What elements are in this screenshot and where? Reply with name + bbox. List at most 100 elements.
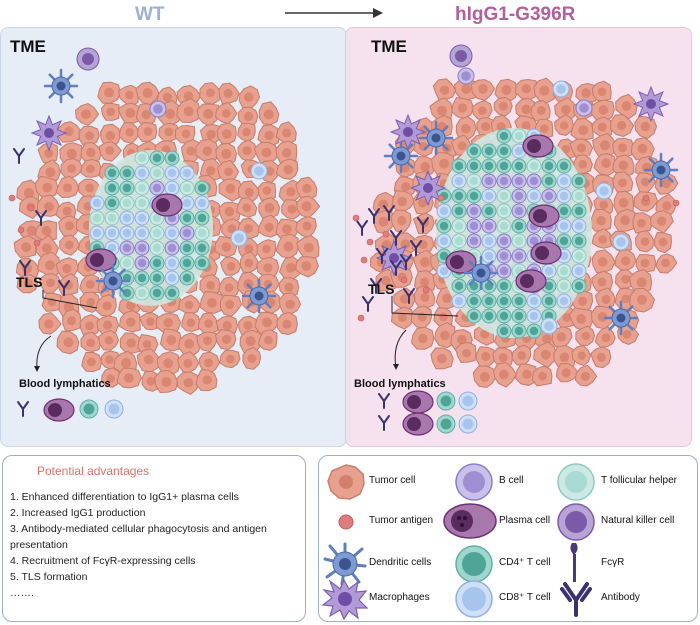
cd8-t-cell [230,229,248,247]
b-cell [119,240,135,256]
nk-cell [76,47,100,71]
t-follicular-helper [194,225,210,241]
tumor-cell [242,346,262,370]
tumor-cell [13,235,37,258]
tumor-cell [634,115,658,139]
b-cell [511,173,527,189]
tumor-cell [156,351,181,376]
tumor-cell [137,122,158,143]
cd4-t-cell [496,128,512,144]
dendritic-cell [241,278,277,314]
tumor-antigen [360,256,368,264]
macrophage [409,169,447,207]
lymphatics-arrow [394,329,407,369]
antibody [400,254,412,270]
tumor-cell [455,341,477,364]
cd4-t-cell [571,173,587,189]
cd8-t-cell [89,195,105,211]
b-cell [481,173,497,189]
tumor-cell [430,347,454,370]
advantage-item: 4. Recruitment of FcγR-expressing cells [10,555,196,567]
cd4-t-cell [194,210,210,226]
tumor-cell [257,181,277,201]
t-follicular-helper [451,233,467,249]
tumor-cell [214,329,237,350]
b-cell [134,255,150,271]
t-follicular-helper [556,278,572,294]
tumor-cell [154,369,178,394]
tumor-cell [59,142,83,166]
cd4-t-cell [179,210,195,226]
b-cell [164,240,180,256]
cd4-t-cell [466,293,482,309]
b-cell [511,248,527,264]
cd4-t-cell [149,150,165,166]
tumor-cell [413,285,436,309]
cd8-t-cell [612,233,630,251]
advantages-title: Potential advantages [37,464,150,478]
tumor-cell [570,117,594,141]
cd4-t-cell [164,150,180,166]
tumor-cell [634,230,655,253]
tumor-cell [295,176,318,201]
dendritic-cell [43,68,79,104]
cd8-t-cell [89,225,105,241]
tumor-cell [97,81,122,104]
transition-arrow-icon [285,8,383,18]
tumor-antigen-icon [338,514,354,530]
tumor-cell [176,98,201,124]
tumor-cell [139,312,161,331]
cd4-t-cell [451,188,467,204]
cd8-t-cell-icon [455,580,493,618]
lymphatics-arrowhead [393,364,399,370]
tumor-cell [62,308,82,332]
tumor-cell [118,310,141,333]
tumor-cell [215,101,238,125]
dendritic-cell [603,300,639,336]
antibody [362,296,374,312]
b-cell [526,173,542,189]
legend-cd8: CD8⁺ T cell [499,592,551,603]
b-cell-icon [455,463,493,501]
tumor-cell [278,292,302,316]
antibody [356,220,368,236]
tumor-cell [410,305,433,329]
b-cell [179,225,195,241]
cd8-t-cell [526,188,542,204]
tumor-antigen [366,238,374,246]
dendritic-cell-icon [323,542,367,586]
antibody [376,248,388,264]
tumor-cell [16,274,39,294]
advantage-item: 3. Antibody-mediated cellular phagocytos… [10,523,267,551]
cd8-t-cell [556,188,572,204]
tumor-cell [78,178,102,200]
tumor-antigen [17,226,25,234]
macrophage [30,114,68,152]
tumor-cell [218,178,244,202]
tumor-cell [237,180,260,204]
tumor-cell [614,249,637,271]
cd4-t-cell [541,293,557,309]
tumor-cell [137,334,159,354]
tumor-cell [275,121,297,145]
tumor-cell [476,117,496,137]
cd4-t-cell [164,285,180,301]
antibody [390,260,402,276]
advantage-item: 1. Enhanced differentiation to IgG1+ pla… [10,491,239,503]
tumor-cell [80,158,102,178]
cd4-t-cell [149,270,165,286]
tumor-cell [195,369,218,392]
cd8-t-cell [556,173,572,189]
b-cell [149,100,167,118]
cd4-t-cell [149,285,165,301]
tumor-cell [196,331,218,353]
cd4-t-cell [481,158,497,174]
tumor-cell [36,194,61,217]
tumor-cell [575,325,596,346]
g396r-tumor-scene [352,44,680,436]
tumor-cell [239,251,260,273]
antibody [35,210,47,226]
tumor-cell [511,344,532,367]
cd8-t-cell [458,414,478,434]
tumor-cell [174,124,196,144]
